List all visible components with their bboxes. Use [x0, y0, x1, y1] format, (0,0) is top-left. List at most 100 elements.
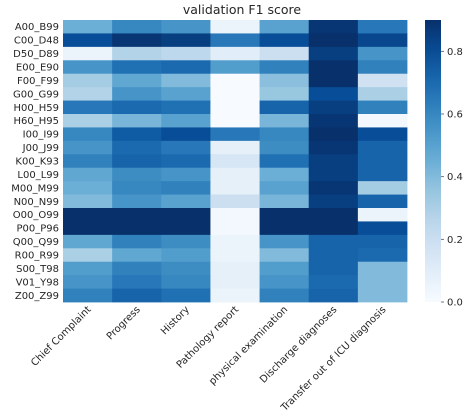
heatmap-cell — [210, 154, 260, 169]
heatmap-cell — [308, 288, 359, 303]
row-label: O00_O99 — [13, 210, 59, 221]
column-label: Chief Complaint — [29, 304, 93, 368]
heatmap-cell — [308, 46, 359, 61]
row-label: I00_I99 — [23, 130, 59, 141]
heatmap-cell — [259, 261, 310, 276]
row-label: D50_D89 — [13, 49, 59, 60]
heatmap-cell — [357, 288, 408, 303]
heatmap-cell — [112, 114, 162, 128]
heatmap-cell — [259, 221, 310, 236]
heatmap-cell — [161, 154, 211, 169]
heatmap-cell — [112, 167, 162, 182]
column-label: Progress — [105, 304, 143, 342]
row-label: A00_B99 — [15, 22, 59, 33]
heatmap-cell — [357, 33, 408, 48]
heatmap-cell — [63, 154, 113, 169]
heatmap-cell — [259, 33, 310, 48]
heatmap-cell — [308, 33, 359, 48]
heatmap-cell — [112, 100, 162, 115]
heatmap-cell — [308, 248, 359, 263]
heatmap-cell — [161, 114, 211, 128]
colorbar-gradient — [425, 20, 441, 302]
heatmap-cell — [259, 20, 310, 34]
heatmap-cell — [210, 100, 260, 115]
heatmap-cell — [112, 181, 162, 195]
column-label: Transfer out of ICU diagnosis — [279, 304, 389, 414]
heatmap-cell — [308, 60, 359, 75]
heatmap-cell — [63, 167, 113, 182]
heatmap-cell — [112, 46, 162, 61]
chart-title: validation F1 score — [183, 2, 302, 17]
heatmap-cell — [63, 60, 113, 75]
heatmap-cell — [308, 114, 359, 128]
heatmap-cell — [161, 33, 211, 48]
heatmap-cell — [112, 33, 162, 48]
heatmap-cell — [112, 140, 162, 155]
heatmap-cell — [308, 261, 359, 276]
heatmap-cell — [161, 100, 211, 115]
heatmap-cell — [308, 221, 359, 236]
heatmap-cell — [210, 33, 260, 48]
heatmap-cell — [112, 221, 162, 236]
heatmap-cell — [357, 261, 408, 276]
heatmap-cell — [63, 261, 113, 276]
heatmap-cell — [112, 73, 162, 88]
heatmap-cell — [357, 167, 408, 182]
heatmap-cell — [308, 275, 359, 289]
row-label: K00_K93 — [15, 157, 59, 168]
heatmap-cell — [210, 140, 260, 155]
heatmap-cell — [161, 87, 211, 101]
row-label: P00_P96 — [16, 224, 59, 235]
heatmap-cell — [259, 127, 310, 142]
heatmap-cell — [210, 87, 260, 101]
heatmap-cell — [63, 33, 113, 48]
heatmap-cell — [112, 261, 162, 276]
heatmap-cell — [63, 181, 113, 195]
heatmap-cell — [357, 208, 408, 222]
heatmap-cell — [259, 167, 310, 182]
heatmap-cell — [161, 194, 211, 209]
heatmap-cell — [357, 248, 408, 263]
heatmap-cell — [63, 100, 113, 115]
heatmap-cell — [308, 20, 359, 34]
heatmap-cell — [259, 73, 310, 88]
heatmap-cell — [210, 127, 260, 142]
heatmap-cell — [357, 114, 408, 128]
colorbar-tick-label: 0.0 — [447, 298, 463, 309]
colorbar-tick-label: 0.2 — [447, 235, 463, 246]
colorbar: 0.0 0.2 0.4 0.6 0.8 — [425, 20, 463, 309]
heatmap-cell — [210, 60, 260, 75]
heatmap-cell — [357, 275, 408, 289]
heatmap-cell — [112, 60, 162, 75]
row-label: C00_D48 — [14, 36, 59, 47]
heatmap-cell — [161, 127, 211, 142]
heatmap-cell — [112, 20, 162, 34]
row-label: S00_T98 — [16, 264, 59, 275]
row-label: V01_Y98 — [16, 277, 59, 288]
heatmap-cell — [161, 234, 211, 249]
heatmap-cell — [112, 194, 162, 209]
heatmap-cell — [210, 261, 260, 276]
heatmap-cell — [308, 167, 359, 182]
heatmap-cell — [357, 60, 408, 75]
row-label: M00_M99 — [11, 183, 59, 194]
heatmap-cell — [210, 114, 260, 128]
heatmap-cell — [357, 221, 408, 236]
heatmap-cell — [210, 234, 260, 249]
heatmap-cell — [210, 46, 260, 61]
colorbar-tick-label: 0.4 — [447, 172, 463, 183]
heatmap-cell — [63, 20, 113, 34]
heatmap-cell — [161, 140, 211, 155]
heatmap-cell — [63, 46, 113, 61]
heatmap-cell — [308, 154, 359, 169]
heatmap-cell — [308, 208, 359, 222]
heatmap-cell — [161, 248, 211, 263]
heatmap-cell — [259, 181, 310, 195]
heatmap-cell — [112, 208, 162, 222]
heatmap-cell — [259, 275, 310, 289]
heatmap-cell — [63, 87, 113, 101]
heatmap-cell — [210, 208, 260, 222]
heatmap-cell — [357, 140, 408, 155]
heatmap-cell — [357, 46, 408, 61]
heatmap-cell — [63, 234, 113, 249]
